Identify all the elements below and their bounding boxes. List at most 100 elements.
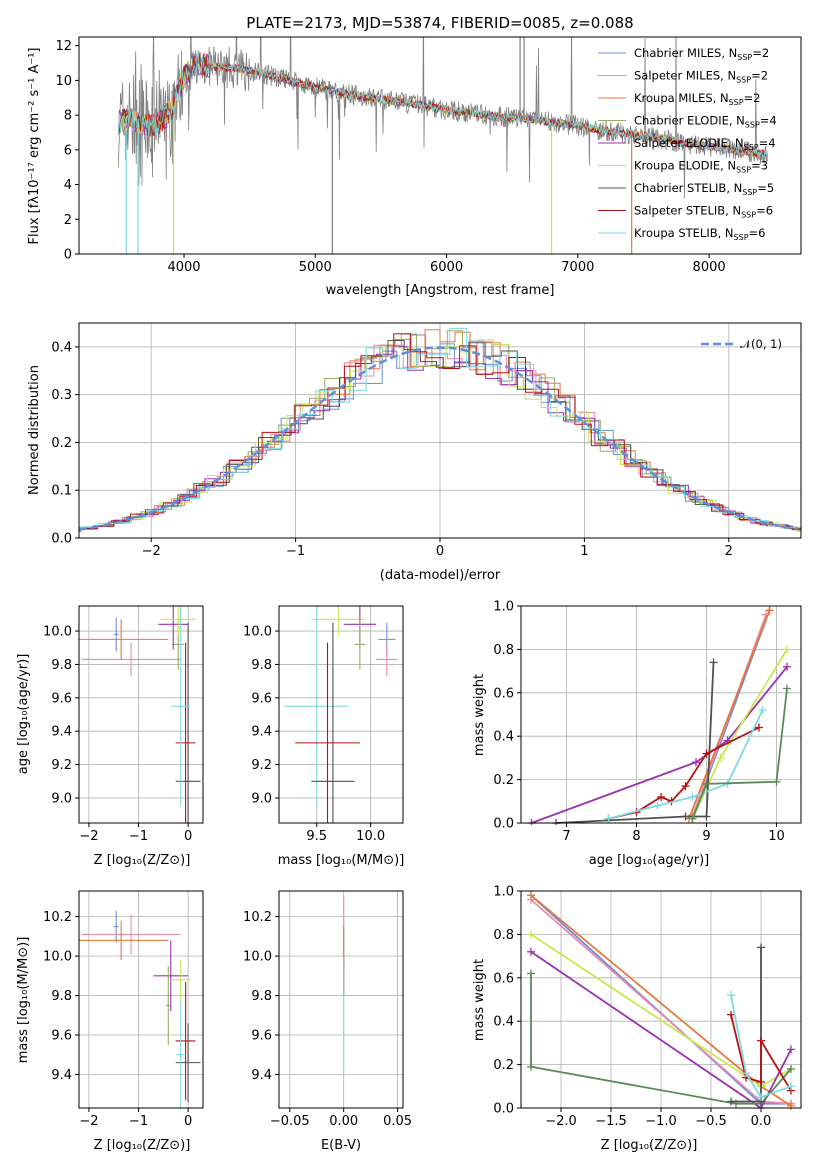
y-tick-label: 9.0 xyxy=(51,791,72,806)
x-tick-label: 5000 xyxy=(299,260,332,275)
errorbars xyxy=(284,606,398,823)
x-tick-label: −1 xyxy=(129,1114,148,1129)
legend-suffix: =2 xyxy=(744,91,761,105)
spectrum-ylabel: Flux [fλ10⁻¹⁷ erg cm⁻² s⁻¹ A⁻¹] xyxy=(27,48,42,245)
massz-ylabel: mass [log₁₀(M/M⊙)] xyxy=(16,937,31,1064)
legend-name: Salpeter STELIB, N xyxy=(634,204,741,218)
legend-label: Kroupa STELIB, NSSP=6 xyxy=(634,226,765,242)
plot-frame xyxy=(78,605,204,824)
legend-suffix: =6 xyxy=(749,226,766,240)
y-tick-label: 12 xyxy=(55,39,72,54)
plot-frame xyxy=(278,605,404,824)
y-tick-label: 9.4 xyxy=(51,1068,72,1083)
weight-vs-age-panel: 7 8 9 10 0.0 0.2 0.4 0.6 0.8 1.0 xyxy=(493,600,802,844)
massebv-xlabel: E(B-V) xyxy=(321,1138,361,1153)
plot-frame xyxy=(278,890,404,1109)
age-vs-mass-panel: 9.5 10.0 9.0 9.2 9.4 9.6 9.8 10.0 xyxy=(243,605,404,844)
x-tick-label: −1.5 xyxy=(595,1114,627,1129)
y-tick-label: 2 xyxy=(64,213,72,228)
mass-vs-ebv-panel: −0.05 0.00 0.05 9.4 9.6 9.8 10.0 10.2 xyxy=(243,890,412,1129)
y-tick-label: 0.0 xyxy=(493,817,514,832)
y-tick-label: 0.2 xyxy=(51,436,72,451)
legend-name: Kroupa ELODIE, N xyxy=(634,159,736,173)
legend-label: Chabrier ELODIE, NSSP=4 xyxy=(634,114,777,130)
y-tick-label: 4 xyxy=(64,178,72,193)
legend-sub: SSP xyxy=(742,188,757,197)
y-tick-label: 9.4 xyxy=(251,1068,272,1083)
weight-line xyxy=(608,726,760,820)
x-tick-label: −0.5 xyxy=(695,1114,727,1129)
x-tick-label: −2.0 xyxy=(545,1114,577,1129)
x-tick-label: 7000 xyxy=(561,260,594,275)
y-tick-label: 9.8 xyxy=(51,658,72,673)
legend-sub: SSP xyxy=(734,233,749,242)
spectrum-lines xyxy=(117,37,769,254)
legend-name: Salpeter MILES, N xyxy=(634,69,736,83)
x-tick-label: −1 xyxy=(286,544,305,559)
legend-sub: SSP xyxy=(729,98,744,107)
legend-label: Kroupa MILES, NSSP=2 xyxy=(634,91,760,107)
legend-name: Kroupa MILES, N xyxy=(634,91,729,105)
y-tick-label: 9.8 xyxy=(251,989,272,1004)
y-tick-label: 0.2 xyxy=(493,1058,514,1073)
plot-frame xyxy=(78,36,802,255)
x-tick-label: −2 xyxy=(142,544,161,559)
legend-suffix: =4 xyxy=(760,114,777,128)
legend-label: Salpeter ELODIE, NSSP=4 xyxy=(634,136,776,152)
x-tick-label: 7 xyxy=(562,829,570,844)
legend-sub: SSP xyxy=(736,166,751,175)
x-tick-label: 8 xyxy=(632,829,640,844)
y-tick-label: 9.2 xyxy=(251,758,272,773)
legend-suffix: =2 xyxy=(752,46,769,60)
y-tick-label: 10.2 xyxy=(243,910,272,925)
legend-name: Chabrier STELIB, N xyxy=(634,181,742,195)
legend-label: Chabrier STELIB, NSSP=5 xyxy=(634,181,774,197)
spectrum-panel: 4000 5000 6000 7000 8000 0 2 4 6 8 10 12 Chabrier MI… xyxy=(55,36,802,275)
y-tick-label: 10 xyxy=(55,74,72,89)
legend-label: Chabrier MILES, NSSP=2 xyxy=(634,46,769,62)
x-tick-label: 9 xyxy=(702,829,710,844)
weight-lines xyxy=(527,606,791,825)
y-tick-label: 0.6 xyxy=(493,686,514,701)
x-tick-label: 10.0 xyxy=(356,829,385,844)
y-tick-label: 0.8 xyxy=(493,643,514,658)
wz-xlabel: Z [log₁₀(Z/Z⊙)] xyxy=(601,1138,698,1153)
age-vs-metallicity-panel: −2 −1 0 9.0 9.2 9.4 9.6 9.8 10.0 xyxy=(43,605,204,844)
y-tick-label: 9.6 xyxy=(51,1029,72,1044)
y-tick-label: 0.8 xyxy=(493,928,514,943)
legend-sub: SSP xyxy=(737,53,752,62)
x-tick-label: 0.05 xyxy=(383,1114,412,1129)
y-tick-label: 0.0 xyxy=(493,1102,514,1117)
x-tick-label: 6000 xyxy=(430,260,463,275)
legend-suffix: =2 xyxy=(751,69,768,83)
hist-ylabel: Normed distribution xyxy=(27,365,42,495)
legend-label: 𝒩(0, 1) xyxy=(740,337,782,351)
legend-name: Salpeter ELODIE, N xyxy=(634,136,744,150)
y-tick-label: 10.0 xyxy=(243,950,272,965)
weight-line xyxy=(531,666,788,824)
x-tick-label: −1.0 xyxy=(645,1114,677,1129)
residual-hist xyxy=(79,339,801,532)
weight-lines xyxy=(527,891,795,1110)
y-tick-label: 9.2 xyxy=(51,758,72,773)
y-tick-label: 0.4 xyxy=(493,730,514,745)
agez-ylabel: age [log₁₀(age/yr)] xyxy=(16,654,31,775)
legend-label: Kroupa ELODIE, NSSP=3 xyxy=(634,159,768,175)
hist-lines xyxy=(79,327,801,532)
plot-frame xyxy=(520,605,802,824)
legend-label: Salpeter STELIB, NSSP=6 xyxy=(634,204,773,220)
legend-sub: SSP xyxy=(744,143,759,152)
x-tick-label: 2 xyxy=(725,544,733,559)
y-tick-label: 8 xyxy=(64,109,72,124)
y-tick-label: 9.8 xyxy=(51,989,72,1004)
y-tick-label: 9.6 xyxy=(251,691,272,706)
wage-ylabel: mass weight xyxy=(472,674,487,756)
x-tick-label: 0.0 xyxy=(751,1114,772,1129)
legend-suffix: =3 xyxy=(751,159,768,173)
y-tick-label: 10.0 xyxy=(43,625,72,640)
wage-xlabel: age [log₁₀(age/yr)] xyxy=(589,853,710,868)
hist-xlabel: (data-model)/error xyxy=(380,568,501,583)
y-tick-label: 10.0 xyxy=(43,950,72,965)
legend-sub: SSP xyxy=(745,121,760,130)
